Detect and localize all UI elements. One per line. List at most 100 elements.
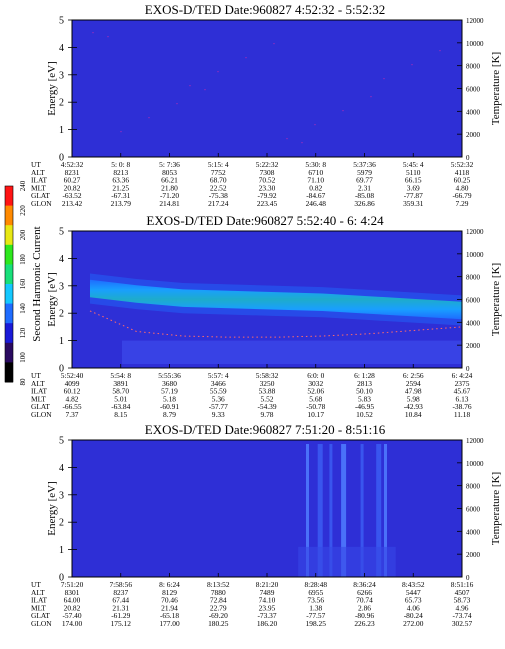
noise-speck: [411, 64, 413, 66]
table-cell: 5.98: [407, 394, 420, 403]
noise-speck: [189, 85, 191, 87]
noise-speck: [217, 71, 219, 73]
colorbar-tick-label: 100: [19, 352, 27, 363]
table-cell: 70.74: [356, 596, 373, 605]
spectrogram-background: [72, 20, 462, 157]
table-cell: 186.20: [257, 619, 278, 628]
table-cell: 3891: [113, 379, 128, 388]
table-cell: 58.73: [454, 596, 471, 605]
table-cell: 2.31: [358, 183, 371, 192]
table-cell: 71.10: [307, 176, 324, 185]
table-cell: 60.12: [64, 387, 81, 396]
y-tick-label: 0: [59, 573, 64, 584]
table-cell: 10.17: [307, 410, 324, 419]
table-cell: 55.59: [210, 387, 227, 396]
y-tick-label: 0: [59, 153, 64, 164]
noise-speck: [176, 103, 178, 105]
table-cell: 5.68: [309, 394, 322, 403]
noise-speck: [370, 96, 372, 98]
table-cell: 66.15: [405, 176, 422, 185]
table-cell: 8.79: [163, 410, 176, 419]
table-cell: 0.82: [309, 183, 322, 192]
table-cell: -77.57: [306, 611, 325, 620]
table-cell: 22.52: [210, 183, 227, 192]
table-cell: -84.67: [306, 191, 325, 200]
table-cell: 5:55:36: [158, 371, 181, 380]
table-cell: 5:58:32: [256, 371, 279, 380]
table-cell: 5:52:40: [61, 371, 84, 380]
table-cell: 58.70: [112, 387, 129, 396]
table-cell: 21.94: [161, 603, 178, 612]
y2-tick-label: 0: [466, 574, 470, 582]
table-cell: -46.95: [355, 402, 374, 411]
table-cell: 175.12: [111, 619, 132, 628]
y2-tick-label: 0: [466, 154, 470, 162]
table-cell: -80.24: [404, 611, 423, 620]
table-cell: 177.00: [159, 619, 180, 628]
table-cell: 5:30: 8: [305, 160, 326, 169]
y-axis-label: Energy [eV]: [46, 481, 58, 535]
table-cell: 45.67: [454, 387, 471, 396]
table-cell: 5:52:32: [451, 160, 474, 169]
table-cell: 6: 4:24: [452, 371, 473, 380]
table-cell: 217.24: [208, 199, 229, 208]
table-cell: 4099: [65, 379, 80, 388]
table-cell: 5.36: [212, 394, 225, 403]
table-row-label: ALT: [31, 168, 45, 177]
table-cell: 20.82: [64, 183, 81, 192]
table-cell: 4.06: [407, 603, 420, 612]
table-cell: -57.77: [209, 402, 228, 411]
table-cell: -38.76: [452, 402, 471, 411]
colorbar-frame: [4, 185, 14, 383]
y2-tick-label: 2000: [466, 342, 481, 350]
table-cell: 50.10: [356, 387, 373, 396]
table-cell: 74.10: [259, 596, 276, 605]
table-cell: 7752: [211, 168, 226, 177]
table-cell: 5:37:36: [353, 160, 376, 169]
low-energy-region: [298, 546, 396, 577]
table-cell: 3032: [308, 379, 323, 388]
table-cell: 70.46: [161, 596, 178, 605]
noise-speck: [383, 78, 385, 80]
table-row-label: UT: [31, 580, 41, 589]
table-cell: 6:0: 0: [307, 371, 324, 380]
table-cell: -63.52: [62, 191, 81, 200]
y2-tick-label: 12000: [466, 437, 484, 445]
table-cell: 57.19: [161, 387, 178, 396]
table-row-label: ALT: [31, 588, 45, 597]
table-cell: 47.98: [405, 387, 422, 396]
y-tick-label: 2: [59, 518, 64, 529]
colorbar-tick-label: 200: [19, 229, 27, 240]
y2-axis-label: Temperature [K]: [490, 472, 502, 545]
vertical-streak: [341, 444, 347, 577]
table-cell: 8:28:48: [304, 580, 327, 589]
emission-band-halo: [90, 273, 462, 326]
y-tick-label: 0: [59, 364, 64, 375]
table-row-label: ILAT: [31, 176, 47, 185]
colorbar-tick-label: 160: [19, 278, 27, 289]
table-cell: 2813: [357, 379, 372, 388]
table-cell: -42.93: [404, 402, 423, 411]
table-row-label: GLAT: [31, 191, 50, 200]
table-cell: 8:51:16: [451, 580, 474, 589]
noise-speck: [342, 110, 344, 112]
table-cell: 6: 2:56: [403, 371, 424, 380]
table-cell: -73.37: [257, 611, 276, 620]
low-energy-region: [122, 340, 462, 364]
noise-speck: [314, 124, 316, 126]
table-cell: 8:43:52: [402, 580, 425, 589]
table-cell: 8:13:52: [207, 580, 230, 589]
table-cell: -66.79: [452, 191, 471, 200]
table-row-label: UT: [31, 160, 41, 169]
vertical-streak: [329, 444, 333, 577]
table-cell: 214.81: [159, 199, 180, 208]
y-tick-label: 2: [59, 309, 64, 320]
y-tick-label: 3: [59, 70, 64, 81]
table-cell: 6955: [308, 588, 323, 597]
table-cell: 52.06: [307, 387, 324, 396]
table-cell: -79.92: [257, 191, 276, 200]
table-cell: 213.42: [62, 199, 83, 208]
table-cell: -71.20: [160, 191, 179, 200]
table-row-label: ALT: [31, 379, 45, 388]
table-cell: 20.82: [64, 603, 81, 612]
